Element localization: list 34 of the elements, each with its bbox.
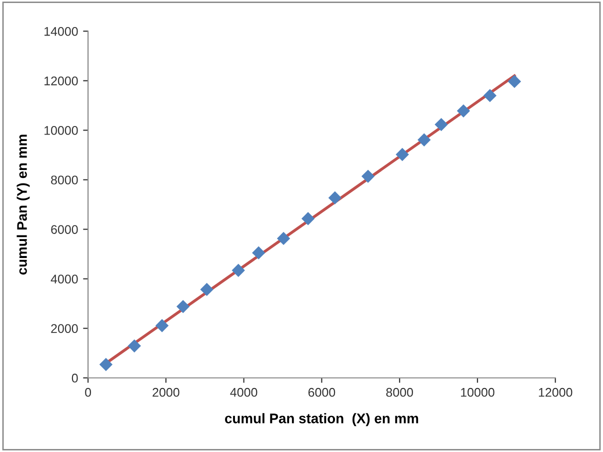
y-tick-label: 0 xyxy=(72,374,78,383)
x-tick-label: 0 xyxy=(85,388,92,397)
x-tick-label: 8000 xyxy=(386,388,414,397)
y-tick-label: 12000 xyxy=(44,76,78,86)
y-tick-label: 14000 xyxy=(44,26,78,36)
point xyxy=(301,212,315,226)
point xyxy=(483,88,497,102)
point xyxy=(232,264,245,277)
x-tick-label: 2000 xyxy=(152,388,180,397)
point xyxy=(361,170,375,183)
y-axis-title: cumul Pan (Y) en mm xyxy=(16,134,30,275)
point xyxy=(328,191,342,204)
x-tick-label: 6000 xyxy=(308,388,336,397)
point xyxy=(155,319,169,332)
point xyxy=(276,232,290,246)
y-tick-label: 6000 xyxy=(51,225,78,234)
point xyxy=(99,358,113,372)
point xyxy=(200,282,214,296)
point xyxy=(434,118,448,132)
x-tick-label: 12000 xyxy=(538,388,572,397)
point xyxy=(128,339,141,353)
point xyxy=(418,133,431,146)
y-tick-label: 10000 xyxy=(44,126,78,135)
y-tick-label: 4000 xyxy=(50,274,78,284)
point xyxy=(396,148,409,162)
point xyxy=(456,104,470,118)
y-tick-label: 2000 xyxy=(51,324,78,333)
point xyxy=(508,74,522,88)
point xyxy=(252,246,266,260)
x-tick-label: 10000 xyxy=(461,388,494,397)
x-axis-title: cumul Pan station (X) en mm xyxy=(225,413,418,426)
x-tick-label: 4000 xyxy=(230,388,258,397)
point xyxy=(176,300,190,314)
y-tick-label: 8000 xyxy=(51,176,78,184)
